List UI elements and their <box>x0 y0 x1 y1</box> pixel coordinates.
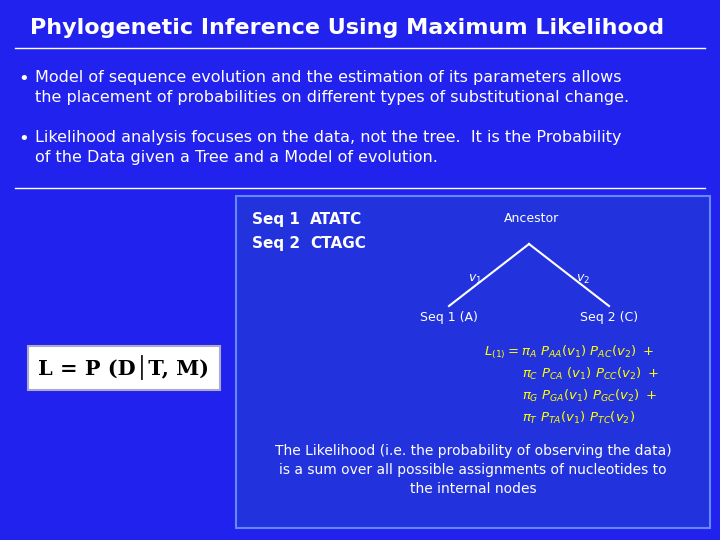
Text: Seq 2: Seq 2 <box>252 236 300 251</box>
Text: $\pi_G\ P_{GA}(v_1)\ P_{GC}(v_2)\ +$: $\pi_G\ P_{GA}(v_1)\ P_{GC}(v_2)\ +$ <box>522 388 657 404</box>
Text: $\pi_T\ P_{TA}(v_1)\ P_{TC}(v_2)$: $\pi_T\ P_{TA}(v_1)\ P_{TC}(v_2)$ <box>522 410 635 426</box>
Text: Ancestor: Ancestor <box>504 212 559 225</box>
Text: $v_2$: $v_2$ <box>576 273 590 286</box>
Text: of the Data given a Tree and a Model of evolution.: of the Data given a Tree and a Model of … <box>35 150 438 165</box>
Text: $\pi_C\ P_{CA}\ (v_1)\ P_{CC}(v_2)\ +$: $\pi_C\ P_{CA}\ (v_1)\ P_{CC}(v_2)\ +$ <box>522 366 660 382</box>
Text: $L_{(1)} = \pi_A\ P_{AA}(v_1)\ P_{AC}(v_2)\ +$: $L_{(1)} = \pi_A\ P_{AA}(v_1)\ P_{AC}(v_… <box>484 344 654 361</box>
Text: Seq 2 (C): Seq 2 (C) <box>580 311 638 324</box>
Text: •: • <box>18 130 29 148</box>
FancyBboxPatch shape <box>236 196 710 528</box>
Text: •: • <box>18 70 29 88</box>
Text: the internal nodes: the internal nodes <box>410 482 536 496</box>
Text: CTAGC: CTAGC <box>310 236 366 251</box>
Text: L = P (D│T, M): L = P (D│T, M) <box>38 355 210 381</box>
Text: the placement of probabilities on different types of substitutional change.: the placement of probabilities on differ… <box>35 90 629 105</box>
Text: Phylogenetic Inference Using Maximum Likelihood: Phylogenetic Inference Using Maximum Lik… <box>30 18 664 38</box>
FancyBboxPatch shape <box>28 346 220 390</box>
Text: The Likelihood (i.e. the probability of observing the data): The Likelihood (i.e. the probability of … <box>275 444 671 458</box>
Text: $v_1$: $v_1$ <box>468 273 482 286</box>
Text: Model of sequence evolution and the estimation of its parameters allows: Model of sequence evolution and the esti… <box>35 70 621 85</box>
Text: ATATC: ATATC <box>310 212 362 227</box>
Text: Seq 1: Seq 1 <box>252 212 300 227</box>
Text: is a sum over all possible assignments of nucleotides to: is a sum over all possible assignments o… <box>279 463 667 477</box>
Text: Likelihood analysis focuses on the data, not the tree.  It is the Probability: Likelihood analysis focuses on the data,… <box>35 130 621 145</box>
Text: Seq 1 (A): Seq 1 (A) <box>420 311 478 324</box>
